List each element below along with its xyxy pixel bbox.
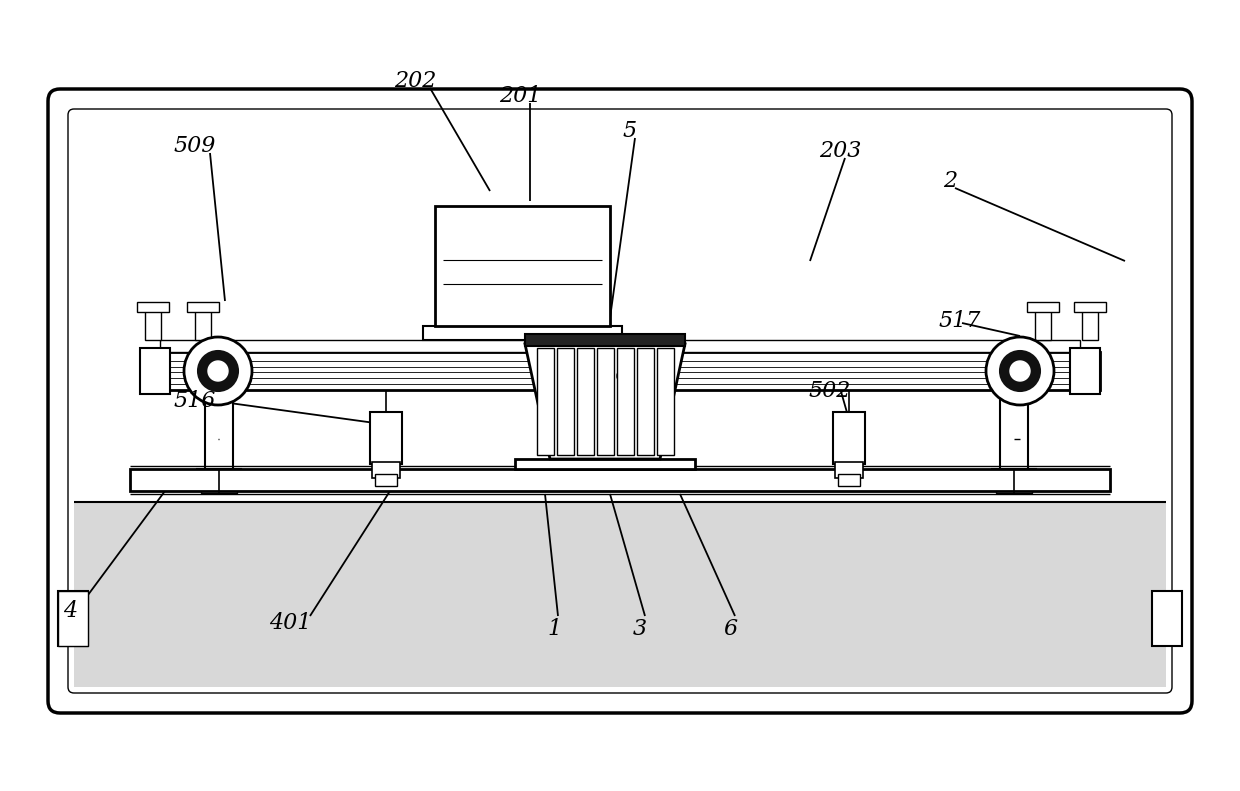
Bar bbox=[1074, 302, 1106, 312]
Bar bbox=[58, 591, 88, 646]
Text: 3: 3 bbox=[632, 618, 647, 640]
Circle shape bbox=[198, 351, 238, 391]
Bar bbox=[515, 459, 694, 469]
Circle shape bbox=[208, 361, 228, 381]
Bar bbox=[1152, 591, 1182, 646]
Bar bbox=[197, 469, 241, 485]
Text: 509: 509 bbox=[174, 135, 216, 157]
Polygon shape bbox=[525, 344, 684, 459]
Text: 201: 201 bbox=[498, 85, 541, 107]
Text: 516: 516 bbox=[174, 390, 216, 412]
Bar bbox=[136, 302, 169, 312]
Bar bbox=[423, 326, 622, 340]
Bar bbox=[577, 348, 594, 455]
Circle shape bbox=[184, 337, 252, 405]
Bar bbox=[160, 340, 1080, 352]
Bar bbox=[435, 206, 610, 326]
Bar bbox=[996, 481, 1032, 493]
Bar bbox=[370, 412, 402, 464]
Circle shape bbox=[999, 351, 1040, 391]
Text: 202: 202 bbox=[394, 70, 436, 92]
Bar bbox=[596, 348, 614, 455]
Text: 517: 517 bbox=[939, 310, 981, 332]
Bar bbox=[201, 481, 237, 493]
Bar bbox=[374, 474, 397, 486]
Bar bbox=[1070, 348, 1100, 394]
Bar bbox=[992, 469, 1035, 485]
Bar bbox=[140, 352, 1100, 390]
Bar bbox=[140, 348, 170, 394]
Bar bbox=[145, 310, 161, 340]
Bar bbox=[195, 310, 211, 340]
Text: 4: 4 bbox=[63, 600, 77, 622]
Bar bbox=[1083, 310, 1097, 340]
Text: 2: 2 bbox=[942, 170, 957, 192]
Bar bbox=[637, 348, 653, 455]
Bar bbox=[565, 362, 635, 390]
Bar bbox=[557, 348, 574, 455]
Bar bbox=[58, 591, 88, 646]
Circle shape bbox=[618, 368, 632, 384]
Bar bbox=[657, 348, 675, 455]
Bar bbox=[74, 502, 1166, 687]
Bar bbox=[603, 348, 625, 362]
Circle shape bbox=[1011, 361, 1030, 381]
Bar bbox=[537, 348, 554, 455]
Bar bbox=[573, 348, 595, 362]
Bar bbox=[372, 462, 401, 478]
Bar bbox=[999, 390, 1028, 471]
Text: 203: 203 bbox=[818, 140, 862, 162]
Circle shape bbox=[986, 337, 1054, 405]
Bar bbox=[835, 462, 863, 478]
Text: 1: 1 bbox=[548, 618, 562, 640]
Bar bbox=[205, 390, 233, 471]
Bar bbox=[1027, 302, 1059, 312]
FancyBboxPatch shape bbox=[48, 89, 1192, 713]
Bar bbox=[833, 412, 866, 464]
Bar bbox=[187, 302, 219, 312]
Bar bbox=[618, 348, 634, 455]
Bar bbox=[130, 469, 1110, 491]
FancyBboxPatch shape bbox=[68, 109, 1172, 693]
Text: 5: 5 bbox=[622, 120, 637, 142]
Text: 401: 401 bbox=[269, 612, 311, 634]
Bar bbox=[1035, 310, 1052, 340]
Bar bbox=[838, 474, 861, 486]
Text: 502: 502 bbox=[808, 380, 851, 402]
Bar bbox=[525, 334, 684, 346]
Text: 6: 6 bbox=[723, 618, 737, 640]
